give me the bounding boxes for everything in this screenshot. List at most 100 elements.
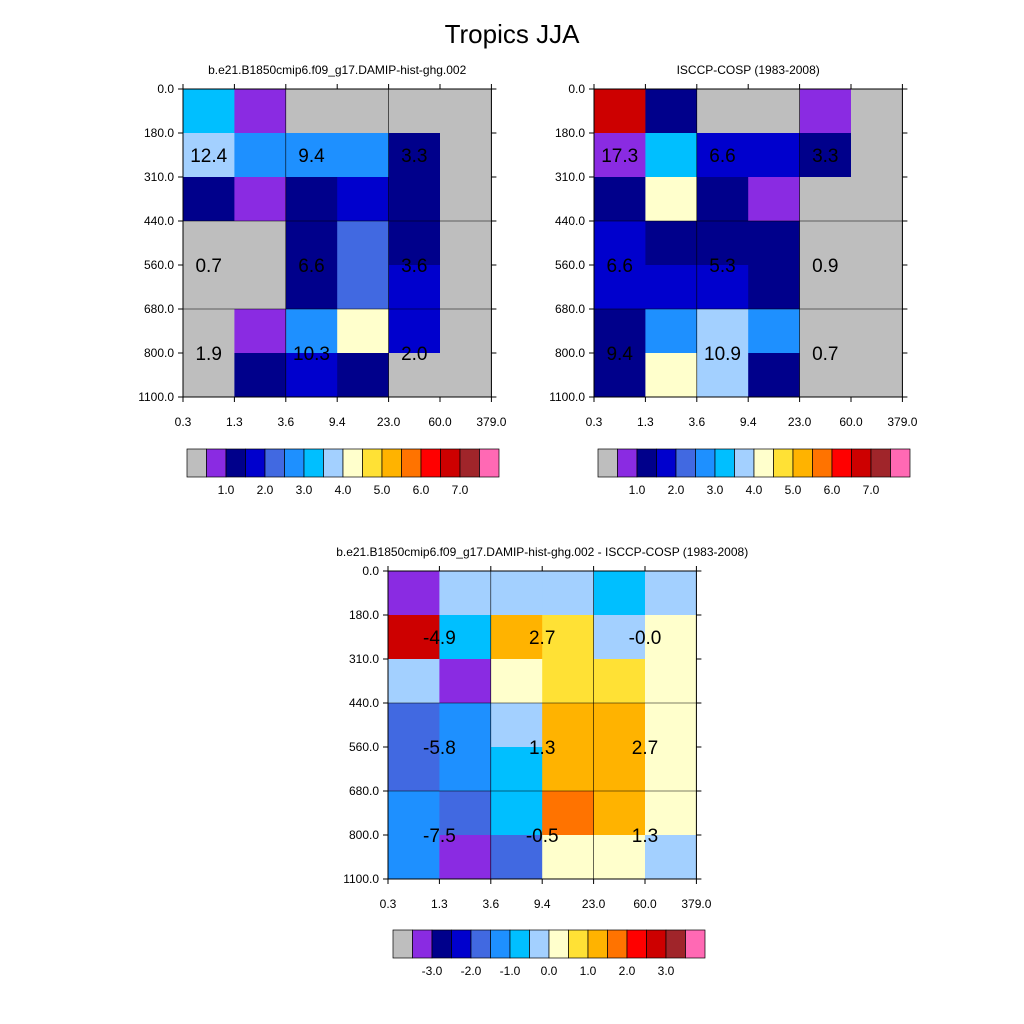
- heatmap-cell: [748, 221, 801, 266]
- y-tick-label: 440.0: [349, 696, 379, 710]
- colorbar-swatch: [617, 448, 638, 478]
- x-tick-label: 3.6: [482, 897, 499, 911]
- heatmap-cell: [645, 309, 698, 354]
- heatmap-cell: [490, 747, 543, 792]
- heatmap-cell: [851, 89, 903, 134]
- y-tick-label: 680.0: [555, 302, 585, 316]
- colorbar-swatch: [479, 448, 500, 478]
- colorbar-swatch: [264, 448, 285, 478]
- heatmap-panel-3: b.e21.B1850cmip6.f09_g17.DAMIP-hist-ghg.…: [336, 545, 748, 978]
- x-tick-label: 1.3: [226, 415, 243, 429]
- heatmap-cell: [799, 265, 852, 310]
- y-tick-label: 180.0: [555, 126, 585, 140]
- colorbar-label: 5.0: [785, 483, 802, 497]
- x-tick-label: 9.4: [740, 415, 757, 429]
- y-tick-label: 680.0: [349, 784, 379, 798]
- cell-value-label: 3.6: [401, 256, 427, 277]
- colorbar-swatch: [420, 448, 441, 478]
- y-tick-label: 180.0: [144, 126, 174, 140]
- y-tick-label: 0.0: [157, 82, 174, 96]
- colorbar-swatch: [284, 448, 305, 478]
- heatmap-cell: [542, 835, 595, 880]
- colorbar-label: 2.0: [619, 964, 636, 978]
- y-tick-label: 800.0: [144, 346, 174, 360]
- colorbar-swatch: [831, 448, 852, 478]
- x-tick-label: 3.6: [688, 415, 705, 429]
- colorbar-swatch: [695, 448, 716, 478]
- heatmap-cell: [748, 177, 801, 222]
- x-tick-label: 379.0: [681, 897, 711, 911]
- heatmap-cell: [388, 703, 440, 748]
- heatmap-cell: [388, 615, 440, 660]
- colorbar-swatch: [490, 929, 511, 959]
- heatmap-cell: [645, 659, 697, 704]
- heatmap-cell: [337, 221, 390, 266]
- cell-value-label: 0.7: [812, 344, 838, 365]
- x-tick-label: 9.4: [329, 415, 346, 429]
- heatmap-cell: [183, 353, 235, 398]
- heatmap-cell: [594, 309, 646, 354]
- heatmap-cell: [388, 133, 441, 178]
- panel-title: b.e21.B1850cmip6.f09_g17.DAMIP-hist-ghg.…: [208, 63, 466, 77]
- colorbar-swatch: [714, 448, 735, 478]
- heatmap-cell: [799, 309, 852, 354]
- colorbar-swatch: [753, 448, 774, 478]
- colorbar-swatch: [792, 448, 813, 478]
- colorbar-swatch: [568, 929, 589, 959]
- heatmap-cell: [285, 353, 338, 398]
- y-tick-label: 800.0: [349, 828, 379, 842]
- colorbar-label: 1.0: [218, 483, 235, 497]
- colorbar-swatch: [870, 448, 891, 478]
- cell-value-label: -7.5: [423, 826, 456, 847]
- cell-value-label: -0.0: [629, 628, 662, 649]
- heatmap-cell: [748, 133, 801, 178]
- heatmap-cell: [285, 265, 338, 310]
- x-tick-label: 1.3: [637, 415, 654, 429]
- heatmap-cell: [645, 835, 697, 880]
- colorbar-swatch: [734, 448, 755, 478]
- y-tick-label: 180.0: [349, 608, 379, 622]
- heatmap-cell: [490, 571, 543, 616]
- heatmap-cell: [594, 221, 646, 266]
- heatmap-cell: [337, 265, 390, 310]
- colorbar-swatch: [597, 448, 618, 478]
- heatmap-cell: [645, 221, 698, 266]
- y-tick-label: 560.0: [349, 740, 379, 754]
- heatmap-cell: [593, 571, 646, 616]
- heatmap-cell: [388, 177, 441, 222]
- heatmap-cell: [439, 791, 492, 836]
- colorbar-swatch: [685, 929, 706, 959]
- panels: b.e21.B1850cmip6.f09_g17.DAMIP-hist-ghg.…: [138, 63, 918, 978]
- colorbar-swatch: [548, 929, 569, 959]
- colorbar-label: 1.0: [580, 964, 597, 978]
- y-tick-label: 310.0: [144, 170, 174, 184]
- heatmap-cell: [593, 791, 646, 836]
- heatmap-cell: [696, 177, 749, 222]
- heatmap-cell: [440, 265, 492, 310]
- heatmap-cell: [594, 177, 646, 222]
- heatmap-cell: [388, 747, 440, 792]
- heatmap-cell: [696, 89, 749, 134]
- y-tick-label: 310.0: [349, 652, 379, 666]
- heatmap-cell: [388, 221, 441, 266]
- colorbar-swatch: [646, 929, 667, 959]
- heatmap-cell: [183, 89, 235, 134]
- colorbar-swatch: [392, 929, 413, 959]
- colorbar-swatch: [206, 448, 227, 478]
- cell-value-label: 2.7: [529, 628, 555, 649]
- y-tick-label: 560.0: [555, 258, 585, 272]
- heatmap-cell: [748, 89, 801, 134]
- cell-value-label: -5.8: [423, 738, 456, 759]
- cell-value-label: 6.6: [606, 256, 632, 277]
- y-tick-label: 0.0: [362, 564, 379, 578]
- x-tick-label: 60.0: [839, 415, 863, 429]
- heatmap-cell: [388, 791, 440, 836]
- colorbar-label: 7.0: [863, 483, 880, 497]
- colorbar-label: 6.0: [824, 483, 841, 497]
- colorbar-swatch: [470, 929, 491, 959]
- x-tick-label: 379.0: [476, 415, 506, 429]
- x-tick-label: 60.0: [633, 897, 657, 911]
- heatmap-cell: [645, 89, 698, 134]
- colorbar-label: 1.0: [629, 483, 646, 497]
- heatmap-cell: [337, 309, 390, 354]
